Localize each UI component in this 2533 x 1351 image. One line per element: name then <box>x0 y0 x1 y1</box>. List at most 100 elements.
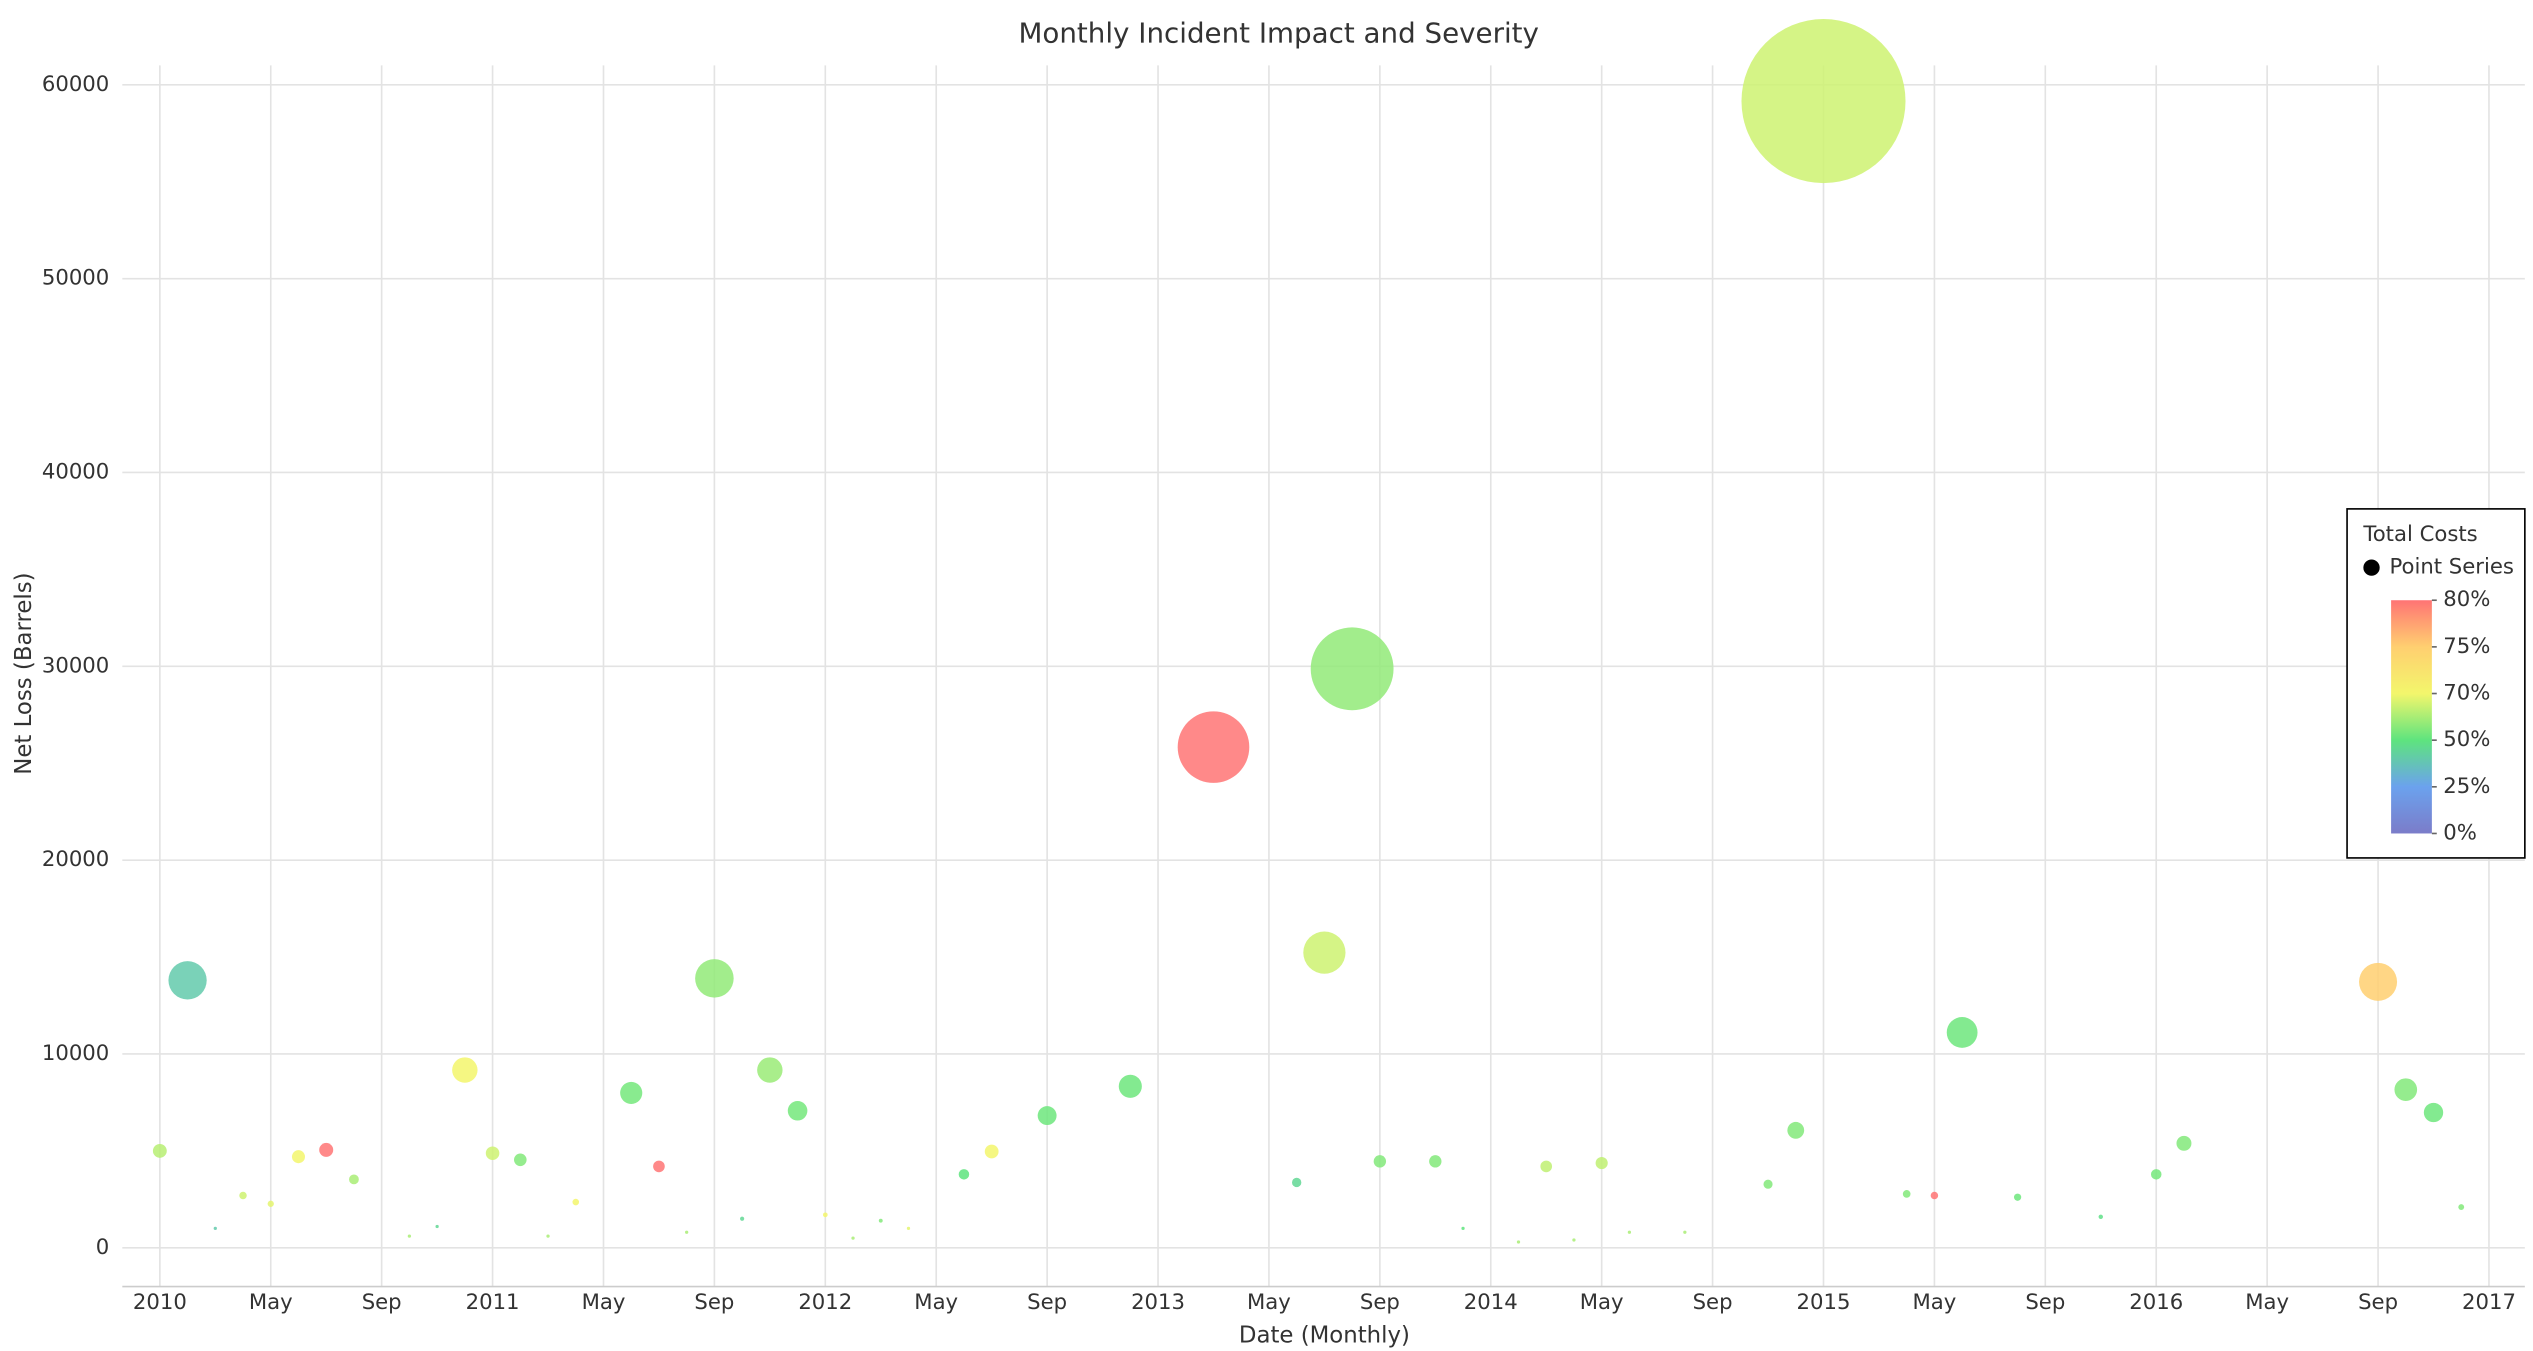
bubble <box>1292 1177 1302 1188</box>
colorbar-label: 80% <box>2443 586 2490 611</box>
legend-symbol <box>2363 559 2380 576</box>
bubble <box>291 1150 305 1164</box>
y-tick-label: 40000 <box>42 458 109 483</box>
bubble <box>168 961 207 1000</box>
y-tick-label: 10000 <box>42 1040 109 1065</box>
bubble <box>1429 1155 1442 1168</box>
bubble <box>620 1081 643 1105</box>
x-tick-label: 2013 <box>1131 1289 1185 1314</box>
bubble <box>740 1216 745 1221</box>
legend: Total Costs Point Series 80% 75% 70% 50% 25%… <box>2346 508 2526 859</box>
colorbar-label: 0% <box>2443 819 2477 844</box>
bubble <box>2458 1204 2465 1211</box>
bubble <box>1683 1230 1687 1234</box>
x-tick-label: Sep <box>2358 1289 2398 1314</box>
colorbar-label: 50% <box>2443 726 2490 751</box>
x-tick-label: 2014 <box>1464 1289 1518 1314</box>
bubble <box>984 1144 999 1159</box>
bubble <box>1946 1017 1978 1048</box>
bubble <box>1540 1160 1553 1173</box>
bubble <box>787 1100 808 1121</box>
bubble <box>822 1212 828 1218</box>
bubble <box>1595 1157 1608 1170</box>
x-tick-label: 2015 <box>1797 1289 1851 1314</box>
y-tick-label: 0 <box>96 1234 109 1259</box>
bubble <box>2098 1214 2103 1220</box>
colorbar <box>2391 600 2432 834</box>
y-tick-label: 30000 <box>42 652 109 677</box>
x-tick-label: May <box>582 1289 626 1314</box>
bubble <box>572 1198 580 1206</box>
colorbar-label: 75% <box>2443 633 2490 658</box>
bubble <box>1118 1074 1142 1098</box>
x-tick-label: Sep <box>2025 1289 2065 1314</box>
y-axis-label: Net Loss (Barrels) <box>11 572 37 774</box>
x-tick-label: Sep <box>694 1289 734 1314</box>
bubble <box>685 1230 689 1234</box>
x-tick-label: May <box>249 1289 293 1314</box>
bubble <box>1310 627 1394 711</box>
bubble <box>757 1057 783 1083</box>
x-tick-label: May <box>1247 1289 1291 1314</box>
bubble <box>2150 1169 2162 1180</box>
y-tick-label: 50000 <box>42 265 109 290</box>
bubble <box>1572 1238 1576 1242</box>
x-axis-label: Date (Monthly) <box>1239 1322 1410 1348</box>
x-tick-label: Sep <box>1360 1289 1400 1314</box>
bubble <box>653 1160 665 1173</box>
x-tick-label: 2010 <box>133 1289 187 1314</box>
bubble <box>1516 1240 1521 1244</box>
legend-entry: Point Series <box>2389 554 2514 579</box>
colorbar-label: 70% <box>2443 680 2490 705</box>
bubble <box>2176 1135 2192 1151</box>
bubble <box>452 1057 478 1083</box>
bubble <box>1763 1179 1773 1189</box>
bubble <box>2359 962 2398 1001</box>
bubble <box>1177 711 1250 783</box>
bubble <box>1373 1155 1387 1168</box>
grid: 0 10000 20000 30000 40000 50000 60000 2010 May Se… <box>42 65 2525 1314</box>
x-tick-label: May <box>1913 1289 1957 1314</box>
x-tick-label: 2017 <box>2462 1289 2516 1314</box>
bubble <box>1303 931 1346 974</box>
bubble <box>267 1200 274 1207</box>
y-tick-label: 20000 <box>42 846 109 871</box>
bubble <box>546 1234 550 1238</box>
bubble <box>239 1191 247 1200</box>
bubble <box>2394 1078 2418 1101</box>
x-tick-label: May <box>1580 1289 1624 1314</box>
bubble <box>1461 1226 1465 1231</box>
x-tick-label: 2016 <box>2129 1289 2183 1314</box>
bubble <box>695 959 734 998</box>
x-tick-label: May <box>914 1289 958 1314</box>
bubble <box>1741 19 1906 184</box>
x-tick-label: 2011 <box>466 1289 520 1314</box>
bubble <box>2423 1102 2444 1123</box>
y-tick-label: 60000 <box>42 71 109 96</box>
bubble <box>213 1226 217 1231</box>
bubble <box>349 1174 359 1185</box>
bubble <box>2013 1193 2022 1201</box>
bubble <box>1627 1230 1632 1234</box>
bubble <box>1037 1106 1057 1126</box>
bubble <box>485 1146 500 1160</box>
bubble <box>1787 1121 1805 1139</box>
bubble <box>152 1143 167 1158</box>
bubble <box>1930 1191 1939 1200</box>
bubble <box>906 1226 911 1231</box>
bubble <box>319 1142 334 1157</box>
legend-title: Total Costs <box>2362 521 2477 546</box>
x-tick-label: 2012 <box>798 1289 852 1314</box>
plot-area <box>152 19 2465 1244</box>
bubble <box>435 1224 439 1229</box>
bubble <box>407 1234 412 1238</box>
bubble <box>1902 1190 1911 1198</box>
colorbar-label: 25% <box>2443 773 2490 798</box>
x-tick-label: Sep <box>1027 1289 1067 1314</box>
bubble <box>958 1169 970 1180</box>
bubble <box>514 1153 527 1167</box>
x-tick-label: May <box>2245 1289 2289 1314</box>
chart-title: Monthly Incident Impact and Severity <box>1018 16 1538 49</box>
